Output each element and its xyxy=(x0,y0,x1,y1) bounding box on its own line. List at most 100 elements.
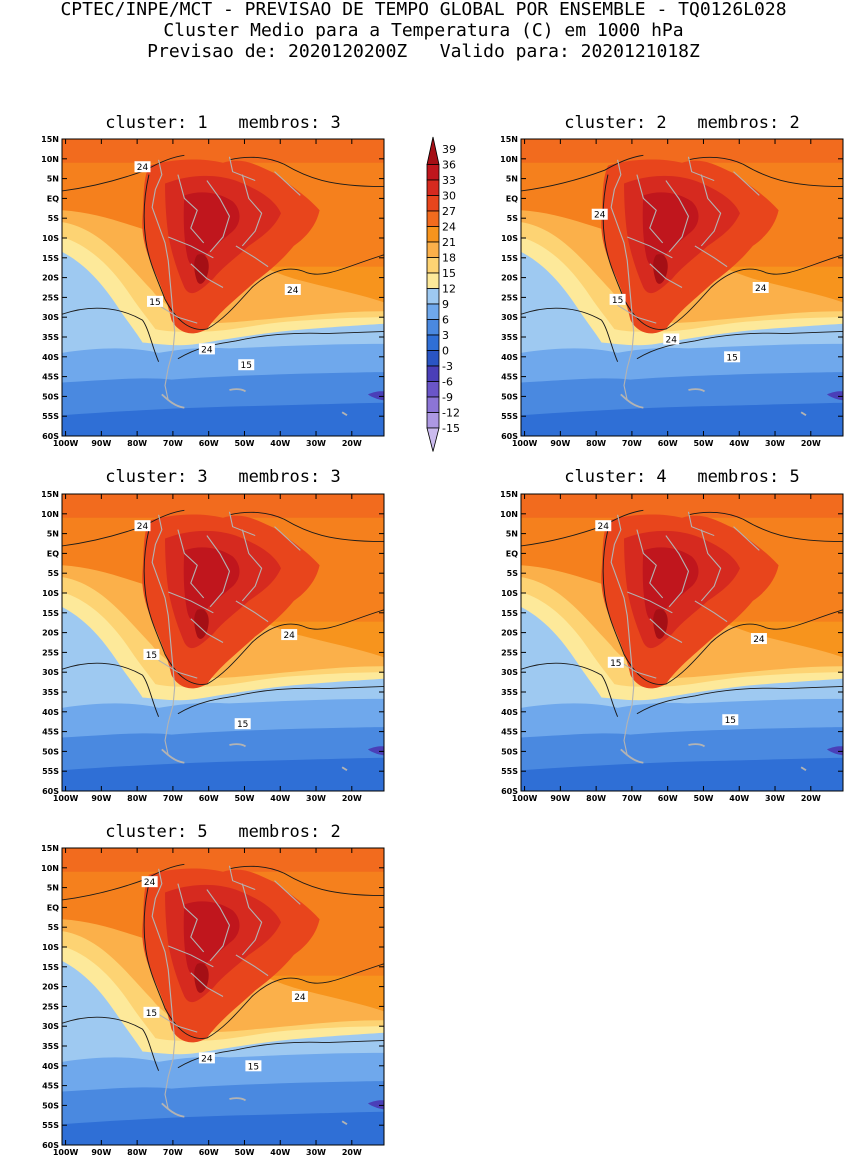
colorbar-segment xyxy=(426,381,440,398)
lat-tick-label: 60S xyxy=(501,432,518,441)
lon-tick-label: 50W xyxy=(234,439,254,448)
map-frame xyxy=(61,493,385,792)
lat-tick-label: 25S xyxy=(42,648,59,657)
lat-tick-label: 60S xyxy=(42,1141,59,1150)
colorbar-label: 27 xyxy=(442,205,456,218)
lat-tick-label: 25S xyxy=(501,648,518,657)
contour-label: 24 xyxy=(201,345,213,355)
figure-title-line-3: Previsao de: 2020120200Z Valido para: 20… xyxy=(147,41,700,62)
lon-tick-label: 60W xyxy=(199,1148,219,1157)
lat-tick-label: 15S xyxy=(501,609,518,618)
lat-tick-label: EQ xyxy=(506,549,518,558)
temperature-field xyxy=(62,848,384,1145)
contour-label-box xyxy=(722,714,739,726)
map-panel-3: 15N 10N 5N EQ 5S 10S 15S 20S 25S 30S 35S 40S 45S 50S 5… xyxy=(41,490,385,803)
lat-tick-label: 55S xyxy=(42,1121,59,1130)
lat-tick-label: 20S xyxy=(42,983,59,992)
lat-tick-label: 25S xyxy=(42,293,59,302)
panel-title-cluster-2: cluster: 2 membros: 2 xyxy=(564,113,800,133)
panel-title-cluster-1: cluster: 1 membros: 3 xyxy=(105,113,341,133)
lat-tick-label: 10S xyxy=(42,943,59,952)
lat-tick-label: 10N xyxy=(41,864,59,873)
contour-label: 15 xyxy=(237,720,248,730)
temperature-field xyxy=(62,139,384,436)
colorbar-segment xyxy=(426,350,440,367)
lon-tick-label: 70W xyxy=(163,1148,183,1157)
lat-tick-label: 5S xyxy=(507,569,519,578)
contour-label-box xyxy=(198,343,215,355)
colorbar-label: 36 xyxy=(442,159,456,172)
lat-tick-label: 10N xyxy=(500,155,518,164)
contour-label-box xyxy=(291,991,308,1002)
contour-label-box xyxy=(147,295,164,307)
contour-label-box xyxy=(134,520,151,532)
colorbar-label: -9 xyxy=(442,391,453,404)
colorbar-segment xyxy=(426,319,440,336)
lat-tick-label: 30S xyxy=(42,668,59,677)
map-frame xyxy=(61,138,385,437)
lon-tick-label: 90W xyxy=(91,794,111,803)
contour-label: 24 xyxy=(137,522,149,532)
contour-label: 24 xyxy=(598,522,610,532)
lat-tick-label: 35S xyxy=(501,333,518,342)
lat-tick-label: 20S xyxy=(42,629,59,638)
colorbar-label: 0 xyxy=(442,345,449,358)
contour-label-box xyxy=(724,351,741,363)
lat-tick-label: 5N xyxy=(47,530,59,539)
figure-title-line-1: CPTEC/INPE/MCT - PREVISAO DE TEMPO GLOBA… xyxy=(60,0,787,20)
map-frame xyxy=(520,493,844,792)
colorbar-segment xyxy=(426,365,440,382)
lon-tick-label: 50W xyxy=(693,439,713,448)
colorbar-label: 12 xyxy=(442,283,456,296)
colorbar-segment xyxy=(426,427,440,452)
lon-tick-label: 70W xyxy=(622,439,642,448)
lat-tick-label: 50S xyxy=(501,747,518,756)
contour-label: 24 xyxy=(287,286,299,296)
lon-tick-label: 20W xyxy=(801,439,821,448)
lon-tick-label: 40W xyxy=(270,794,290,803)
map-panel-5: 15N 10N 5N EQ 5S 10S 15S 20S 25S 30S 35S 40S 45S 50S 5… xyxy=(41,844,385,1157)
lat-tick-label: 60S xyxy=(42,787,59,796)
contour-label: 15 xyxy=(725,716,736,726)
lat-tick-label: 55S xyxy=(42,412,59,421)
colorbar-label: 33 xyxy=(442,174,456,187)
lat-tick-label: 15N xyxy=(41,844,59,853)
contour-label-box xyxy=(750,633,767,645)
contour-label: 15 xyxy=(610,659,621,669)
colorbar-segment xyxy=(426,396,440,413)
lon-tick-label: 60W xyxy=(658,439,678,448)
lon-tick-label: 80W xyxy=(586,794,606,803)
lon-tick-label: 50W xyxy=(234,1148,254,1157)
contour-label: 24 xyxy=(753,635,765,645)
lat-tick-label: 5S xyxy=(48,569,60,578)
contour-label: 15 xyxy=(726,353,737,363)
colorbar-segment xyxy=(426,241,440,258)
colorbar-segment xyxy=(426,195,440,212)
lon-tick-label: 30W xyxy=(765,439,785,448)
lon-tick-label: 30W xyxy=(306,439,326,448)
lat-tick-label: EQ xyxy=(47,549,59,558)
lat-tick-label: 15S xyxy=(42,963,59,972)
lat-tick-label: 10S xyxy=(42,589,59,598)
lon-tick-label: 80W xyxy=(127,1148,147,1157)
lat-tick-label: 55S xyxy=(501,412,518,421)
colorbar-label: -15 xyxy=(442,422,460,435)
lat-tick-label: 20S xyxy=(501,629,518,638)
colorbar-segment xyxy=(426,136,440,165)
lat-tick-label: 55S xyxy=(42,767,59,776)
lat-tick-label: 30S xyxy=(501,668,518,677)
lat-tick-label: 50S xyxy=(42,1101,59,1110)
lat-tick-label: 5N xyxy=(47,175,59,184)
lon-tick-label: 90W xyxy=(550,794,570,803)
lat-tick-label: 50S xyxy=(501,392,518,401)
lat-tick-label: 35S xyxy=(501,688,518,697)
colorbar-label: -3 xyxy=(442,360,453,373)
lat-tick-label: 20S xyxy=(501,274,518,283)
temperature-field xyxy=(521,139,843,436)
map-panel-4: 15N 10N 5N EQ 5S 10S 15S 20S 25S 30S 35S 40S 45S 50S 5… xyxy=(500,490,844,803)
lat-tick-label: 15N xyxy=(500,135,518,144)
lat-tick-label: EQ xyxy=(506,194,518,203)
lat-tick-label: 25S xyxy=(42,1002,59,1011)
lon-tick-label: 60W xyxy=(199,794,219,803)
